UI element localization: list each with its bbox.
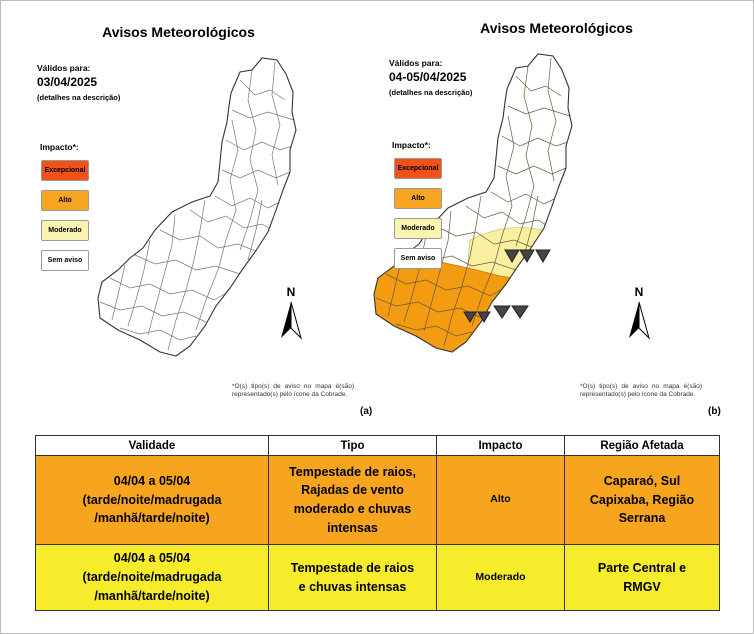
map-panel-b: Avisos Meteorológicos Válidos para: 04-0… — [373, 0, 754, 428]
state-outline-b — [373, 53, 573, 353]
cell-validade: 04/04 a 05/04 (tarde/noite/madrugada /ma… — [35, 544, 269, 611]
panel-title: Avisos Meteorológicos — [102, 24, 255, 40]
valid-date: 03/04/2025 — [37, 74, 98, 89]
figure-label: (a) — [360, 406, 373, 417]
impact-legend: Excepcional Alto Moderado Sem aviso — [394, 158, 442, 278]
valid-label: Válidos para: — [37, 63, 91, 73]
legend-moderado: Moderado — [394, 218, 442, 239]
impact-legend-title: Impacto*: — [40, 142, 79, 152]
valid-label: Válidos para: — [389, 58, 443, 68]
validity-block: Válidos para: 03/04/2025 (detalhes na de… — [37, 63, 120, 102]
north-label: N — [635, 285, 644, 299]
header-tipo: Tipo — [268, 435, 437, 456]
header-validade: Validade — [35, 435, 269, 456]
cell-tipo: Tempestade de raios, Rajadas de vento mo… — [268, 455, 437, 545]
impact-legend-title: Impacto*: — [392, 140, 431, 150]
cell-regiao: Parte Central e RMGV — [564, 544, 720, 611]
storm-icon — [504, 249, 551, 263]
map-panel-a: Avisos Meteorológicos Válidos para: 03/0… — [0, 0, 377, 428]
north-arrow-icon: N — [629, 285, 650, 340]
header-regiao: Região Afetada — [564, 435, 720, 456]
validity-block: Válidos para: 04-05/04/2025 (detalhes na… — [389, 58, 472, 97]
storm-icon — [463, 305, 529, 323]
figure-label: (b) — [708, 406, 721, 417]
warnings-table: Validade Tipo Impacto Região Afetada 04/… — [35, 435, 720, 611]
details-note: (detalhes na descrição) — [389, 87, 473, 97]
table-row: 04/04 a 05/04 (tarde/noite/madrugada /ma… — [35, 544, 720, 611]
cell-tipo: Tempestade de raios e chuvas intensas — [268, 544, 437, 611]
cobrade-icons — [463, 249, 551, 323]
cell-validade: 04/04 a 05/04 (tarde/noite/madrugada /ma… — [35, 455, 269, 545]
north-arrow-icon: N — [281, 285, 302, 340]
municipality-lines-a — [99, 61, 296, 351]
cell-impacto: Moderado — [436, 544, 565, 611]
table-header-row: Validade Tipo Impacto Região Afetada — [35, 435, 720, 456]
cell-impacto: Alto — [436, 455, 565, 545]
legend-moderado: Moderado — [41, 220, 89, 241]
es-map-b — [373, 53, 573, 353]
panel-title: Avisos Meteorológicos — [480, 20, 633, 36]
legend-alto: Alto — [41, 190, 89, 211]
legend-sem-aviso: Sem aviso — [394, 248, 442, 269]
legend-excepcional: Excepcional — [41, 160, 89, 181]
valid-date: 04-05/04/2025 — [389, 69, 467, 84]
details-note: (detalhes na descrição) — [37, 92, 121, 102]
es-map-a — [97, 57, 297, 357]
north-label: N — [287, 285, 296, 299]
legend-excepcional: Excepcional — [394, 158, 442, 179]
state-outline-a — [97, 57, 297, 357]
legend-sem-aviso: Sem aviso — [41, 250, 89, 271]
cobrade-note: *O(s) tipo(s) de aviso no mapa é(são) re… — [232, 383, 354, 399]
impact-legend: Excepcional Alto Moderado Sem aviso — [41, 160, 89, 280]
header-impacto: Impacto — [436, 435, 565, 456]
cell-regiao: Caparaó, Sul Capixaba, Região Serrana — [564, 455, 720, 545]
cobrade-note: *O(s) tipo(s) de aviso no mapa é(são) re… — [580, 383, 702, 399]
legend-alto: Alto — [394, 188, 442, 209]
table-row: 04/04 a 05/04 (tarde/noite/madrugada /ma… — [35, 455, 720, 545]
